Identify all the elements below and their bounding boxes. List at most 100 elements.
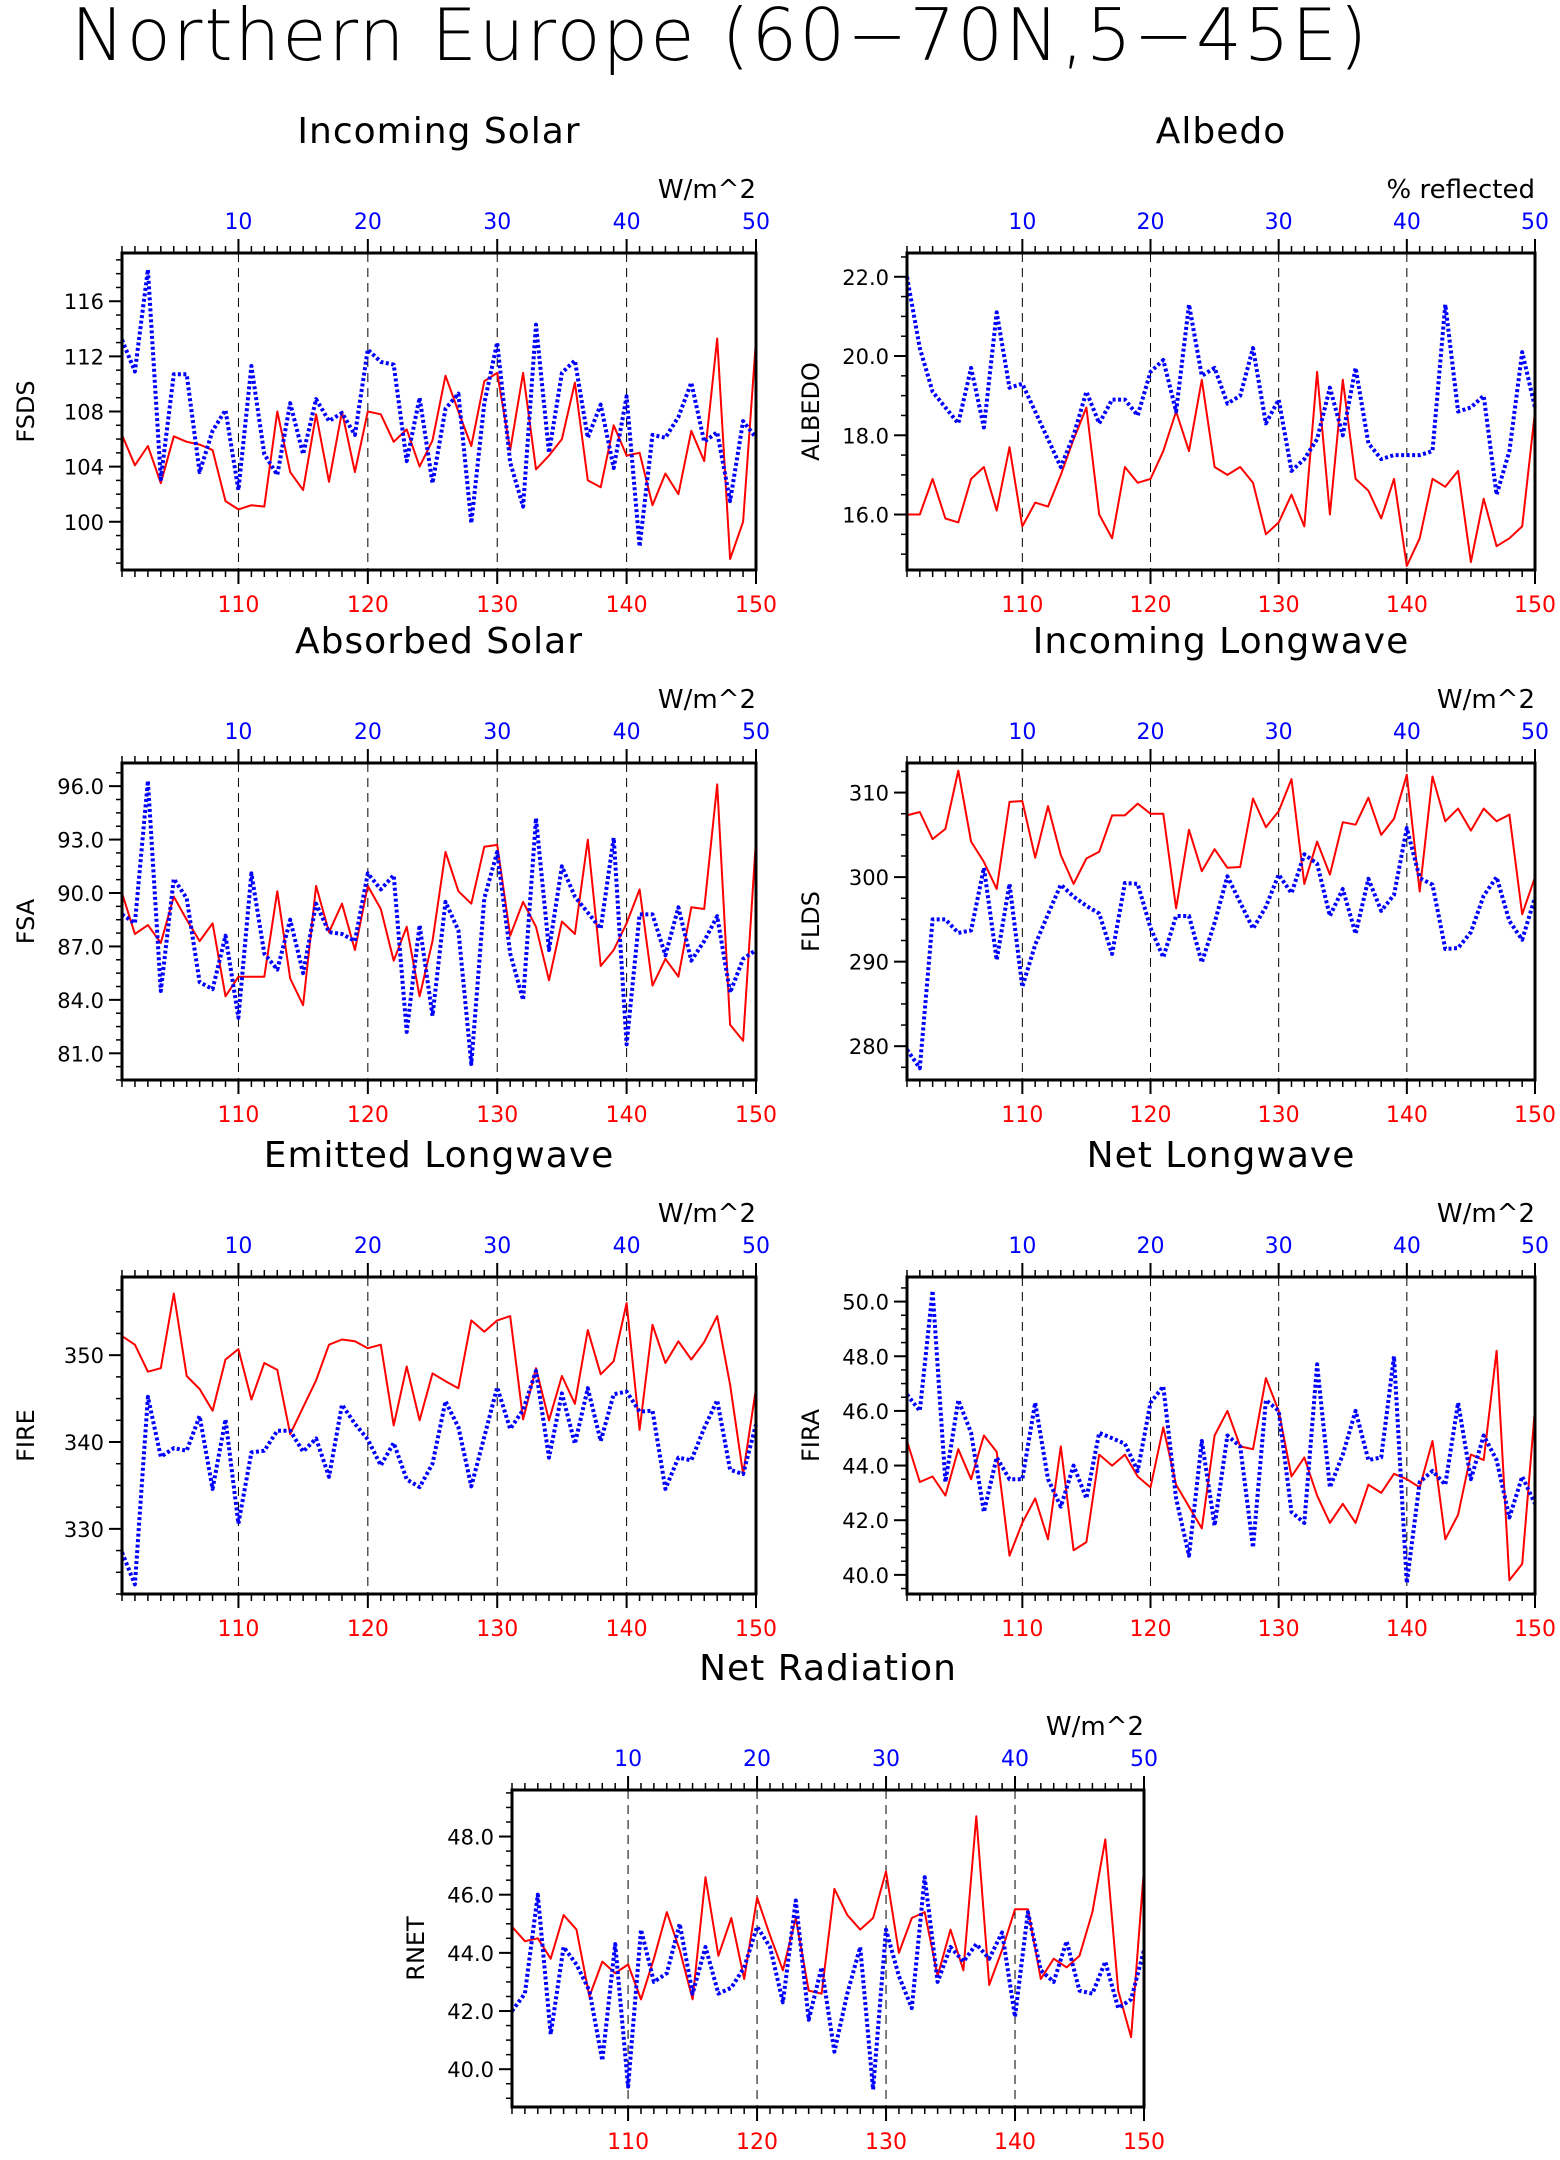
plot-frame bbox=[120, 1275, 758, 1596]
plot-frame bbox=[120, 761, 758, 1082]
y-tick-label: 90.0 bbox=[57, 882, 104, 906]
bottom-axis-tick-label: 130 bbox=[476, 1617, 518, 1642]
series-line-bottom-axis bbox=[906, 769, 1536, 916]
units-label: W/m^2 bbox=[658, 685, 756, 715]
y-axis-label: FLDS bbox=[797, 891, 825, 952]
y-tick-label: 46.0 bbox=[447, 1884, 494, 1908]
series-line-top-axis bbox=[510, 1875, 1146, 2092]
y-tick-label: 310 bbox=[849, 782, 889, 806]
series-line-bottom-axis bbox=[906, 1349, 1536, 1582]
y-tick-label: 81.0 bbox=[57, 1042, 104, 1066]
panel-title: Net Longwave bbox=[1087, 1135, 1356, 1176]
top-axis-tick-label: 10 bbox=[224, 720, 252, 745]
bottom-axis-tick-label: 130 bbox=[476, 593, 518, 618]
top-axis-tick-label: 40 bbox=[613, 210, 641, 235]
y-tick-label: 96.0 bbox=[57, 775, 104, 799]
bottom-axis-tick-label: 120 bbox=[347, 1103, 389, 1128]
y-tick-label: 350 bbox=[64, 1344, 104, 1368]
top-axis-tick-label: 20 bbox=[1137, 1234, 1165, 1259]
top-axis-tick-label: 20 bbox=[354, 720, 382, 745]
top-axis-tick-label: 30 bbox=[872, 1747, 900, 1772]
top-axis-tick-label: 10 bbox=[1008, 210, 1036, 235]
y-tick-label: 100 bbox=[64, 511, 104, 535]
y-axis-label: FIRA bbox=[797, 1408, 825, 1462]
plot-frame bbox=[510, 1788, 1146, 2109]
top-axis-tick-label: 50 bbox=[1130, 1747, 1158, 1772]
series-line-top-axis bbox=[120, 267, 758, 549]
y-tick-label: 93.0 bbox=[57, 829, 104, 853]
top-axis-tick-label: 10 bbox=[1008, 720, 1036, 745]
bottom-axis-tick-label: 120 bbox=[1130, 1103, 1172, 1128]
bottom-axis-tick-label: 110 bbox=[217, 593, 259, 618]
top-axis-tick-label: 50 bbox=[742, 210, 770, 235]
top-axis-tick-label: 40 bbox=[613, 1234, 641, 1259]
y-axis-label: FSDS bbox=[12, 380, 40, 442]
top-axis-tick-label: 10 bbox=[224, 210, 252, 235]
chart-panel-3: Absorbed Solar W/m^2 FSA 81.0 84.0 87.0 90.0 93… bbox=[12, 621, 777, 1128]
panel-title: Net Radiation bbox=[699, 1648, 957, 1689]
y-tick-label: 108 bbox=[64, 401, 104, 425]
top-axis-tick-label: 40 bbox=[1393, 1234, 1421, 1259]
y-axis-label: RNET bbox=[402, 1916, 430, 1981]
bottom-axis-tick-label: 140 bbox=[606, 593, 648, 618]
bottom-axis-tick-label: 130 bbox=[1258, 593, 1300, 618]
y-tick-label: 340 bbox=[64, 1431, 104, 1455]
chart-panel-7: Net Radiation W/m^2 RNET 40.0 42.0 44.0 46.0 48… bbox=[402, 1648, 1165, 2155]
units-label: W/m^2 bbox=[1437, 685, 1535, 715]
series-line-bottom-axis bbox=[907, 370, 1536, 567]
y-tick-label: 16.0 bbox=[842, 504, 889, 528]
chart-panel-1: Incoming Solar W/m^2 FSDS 100 104 108 112 116 11… bbox=[12, 111, 777, 618]
units-label: W/m^2 bbox=[658, 1199, 756, 1229]
y-axis-label: FSA bbox=[12, 898, 40, 944]
bottom-axis-tick-label: 150 bbox=[735, 1617, 777, 1642]
bottom-axis-tick-label: 150 bbox=[1514, 1617, 1556, 1642]
chart-panel-5: Emitted Longwave W/m^2 FIRE 330 340 350 110 120… bbox=[12, 1135, 777, 1642]
y-tick-label: 22.0 bbox=[842, 266, 889, 290]
units-label: % reflected bbox=[1387, 175, 1535, 205]
bottom-axis-tick-label: 110 bbox=[1001, 1617, 1043, 1642]
y-tick-label: 280 bbox=[849, 1035, 889, 1059]
series-line-top-axis bbox=[905, 276, 1537, 497]
panel-title: Emitted Longwave bbox=[264, 1135, 615, 1176]
y-tick-label: 46.0 bbox=[842, 1400, 889, 1424]
top-axis-tick-label: 30 bbox=[1265, 1234, 1293, 1259]
bottom-axis-tick-label: 150 bbox=[735, 593, 777, 618]
bottom-axis-tick-label: 140 bbox=[1386, 593, 1428, 618]
bottom-axis-tick-label: 150 bbox=[1514, 1103, 1556, 1128]
plot-frame bbox=[905, 1275, 1537, 1596]
bottom-axis-tick-label: 140 bbox=[1386, 1103, 1428, 1128]
bottom-axis-tick-label: 120 bbox=[347, 1617, 389, 1642]
panel-title: Incoming Longwave bbox=[1033, 621, 1410, 662]
series-line-bottom-axis bbox=[121, 1292, 757, 1476]
y-tick-label: 18.0 bbox=[842, 424, 889, 448]
series-line-top-axis bbox=[905, 826, 1537, 1071]
bottom-axis-tick-label: 140 bbox=[994, 2130, 1036, 2155]
units-label: W/m^2 bbox=[1437, 1199, 1535, 1229]
plot-frame bbox=[905, 251, 1537, 572]
bottom-axis-tick-label: 110 bbox=[607, 2130, 649, 2155]
top-axis-tick-label: 50 bbox=[1521, 720, 1549, 745]
top-axis-tick-label: 20 bbox=[743, 1747, 771, 1772]
top-axis-tick-label: 50 bbox=[1521, 1234, 1549, 1259]
series-line-bottom-axis bbox=[121, 783, 757, 1042]
top-axis-tick-label: 40 bbox=[1393, 720, 1421, 745]
bottom-axis-tick-label: 150 bbox=[1123, 2130, 1165, 2155]
top-axis-tick-label: 30 bbox=[1265, 210, 1293, 235]
y-tick-label: 40.0 bbox=[447, 2058, 494, 2082]
y-tick-label: 48.0 bbox=[842, 1345, 889, 1369]
y-tick-label: 44.0 bbox=[842, 1455, 889, 1479]
chart-panel-2: Albedo % reflected ALBEDO 16.0 18.0 20.0 22.0 1… bbox=[797, 111, 1556, 618]
y-tick-label: 112 bbox=[64, 345, 104, 369]
y-tick-label: 300 bbox=[849, 866, 889, 890]
bottom-axis-tick-label: 110 bbox=[1001, 1103, 1043, 1128]
bottom-axis-tick-label: 130 bbox=[476, 1103, 518, 1128]
panels-container: Incoming Solar W/m^2 FSDS 100 104 108 112 116 11… bbox=[12, 111, 1556, 2155]
bottom-axis-tick-label: 110 bbox=[217, 1103, 259, 1128]
bottom-axis-tick-label: 130 bbox=[865, 2130, 907, 2155]
bottom-axis-tick-label: 150 bbox=[1514, 593, 1556, 618]
bottom-axis-tick-label: 140 bbox=[606, 1617, 648, 1642]
units-label: W/m^2 bbox=[1046, 1712, 1144, 1742]
y-tick-label: 42.0 bbox=[842, 1509, 889, 1533]
top-axis-tick-label: 20 bbox=[1137, 720, 1165, 745]
y-tick-label: 330 bbox=[64, 1518, 104, 1542]
